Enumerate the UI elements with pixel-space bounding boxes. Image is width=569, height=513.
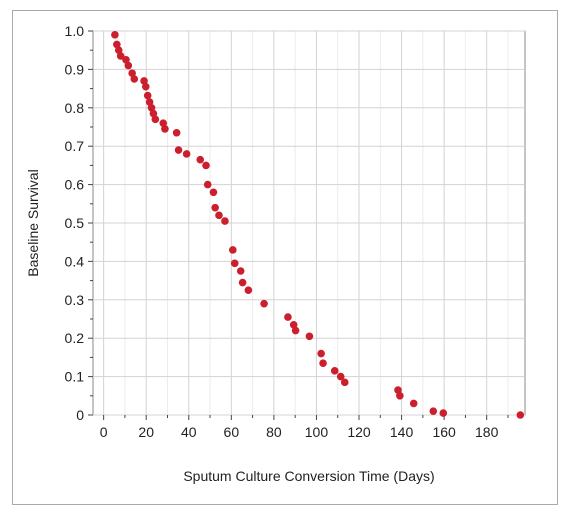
data-point	[130, 75, 139, 83]
data-point	[114, 46, 123, 54]
data-point	[244, 286, 253, 295]
data-point	[174, 146, 183, 154]
data-point	[394, 386, 402, 394]
data-point	[111, 31, 119, 39]
data-point	[211, 203, 219, 212]
data-point	[145, 98, 154, 106]
scatter-chart: 0 20 40 60 80 100 120 140 160 180 0 0.1 0.2 0.3 0.4 0.…	[25, 23, 526, 484]
data-point	[516, 411, 525, 419]
data-point	[409, 399, 418, 408]
data-point	[140, 77, 148, 85]
x-tick-label: 160	[432, 424, 456, 440]
data-point	[149, 109, 158, 118]
y-axis: 0 0.1 0.2 0.3 0.4 0.5 0.6 0.7 0.8 0.9 1.0	[65, 23, 93, 423]
data-point	[151, 115, 160, 124]
major-gridlines	[93, 30, 525, 416]
data-point	[317, 349, 325, 358]
x-tick-label: 20	[138, 424, 154, 440]
data-point	[396, 392, 404, 400]
data-point	[230, 259, 239, 268]
x-axis: 0 20 40 60 80 100 120 140 160 180	[100, 415, 509, 440]
x-tick-label: 140	[390, 424, 414, 440]
data-point	[196, 155, 205, 164]
data-point	[113, 40, 121, 49]
x-tick-label: 100	[305, 424, 329, 440]
data-point	[305, 332, 314, 341]
data-point	[202, 161, 210, 170]
data-point	[330, 367, 339, 375]
data-point	[236, 267, 245, 275]
data-point	[221, 217, 229, 225]
y-tick-label: 0.1	[65, 369, 85, 385]
data-point	[289, 320, 298, 329]
data-point	[124, 61, 133, 70]
y-tick-label: 0.6	[65, 177, 85, 193]
data-point	[319, 359, 327, 367]
data-point	[209, 188, 218, 197]
data-point	[229, 246, 237, 254]
y-tick-label: 0.9	[65, 61, 85, 77]
data-point	[238, 278, 247, 287]
data-point	[291, 326, 300, 335]
data-point	[215, 211, 223, 220]
data-point	[439, 409, 448, 417]
y-tick-label: 0.5	[65, 215, 85, 231]
data-point	[340, 378, 349, 387]
data-point	[182, 150, 191, 158]
data-point	[143, 91, 152, 100]
x-tick-label: 60	[224, 424, 240, 440]
y-tick-label: 0.3	[65, 292, 85, 308]
x-tick-label: 80	[266, 424, 282, 440]
data-point	[172, 128, 181, 137]
data-point	[147, 104, 156, 112]
x-tick-label: 120	[347, 424, 371, 440]
data-point	[161, 125, 169, 133]
x-tick-label: 40	[181, 424, 197, 440]
data-points	[111, 31, 525, 419]
y-tick-label: 1.0	[65, 23, 85, 39]
x-tick-label: 180	[475, 424, 499, 440]
data-point	[116, 52, 125, 60]
data-point	[141, 82, 150, 91]
y-tick-label: 0.7	[65, 138, 85, 154]
chart-frame: 0 20 40 60 80 100 120 140 160 180 0 0.1 0.2 0.3 0.4 0.…	[12, 10, 558, 505]
data-point	[159, 119, 168, 127]
y-tick-label: 0.4	[65, 253, 85, 269]
x-axis-title: Sputum Culture Conversion Time (Days)	[183, 468, 434, 484]
x-tick-label: 0	[100, 424, 108, 440]
y-tick-label: 0	[76, 407, 84, 423]
y-tick-label: 0.2	[65, 330, 85, 346]
data-point	[336, 372, 345, 381]
y-tick-label: 0.8	[65, 100, 85, 116]
data-point	[429, 407, 438, 415]
data-point	[128, 69, 136, 78]
y-axis-title: Baseline Survival	[25, 169, 41, 276]
data-point	[122, 56, 130, 64]
data-point	[203, 180, 212, 189]
data-point	[260, 299, 268, 308]
data-point	[284, 313, 292, 321]
